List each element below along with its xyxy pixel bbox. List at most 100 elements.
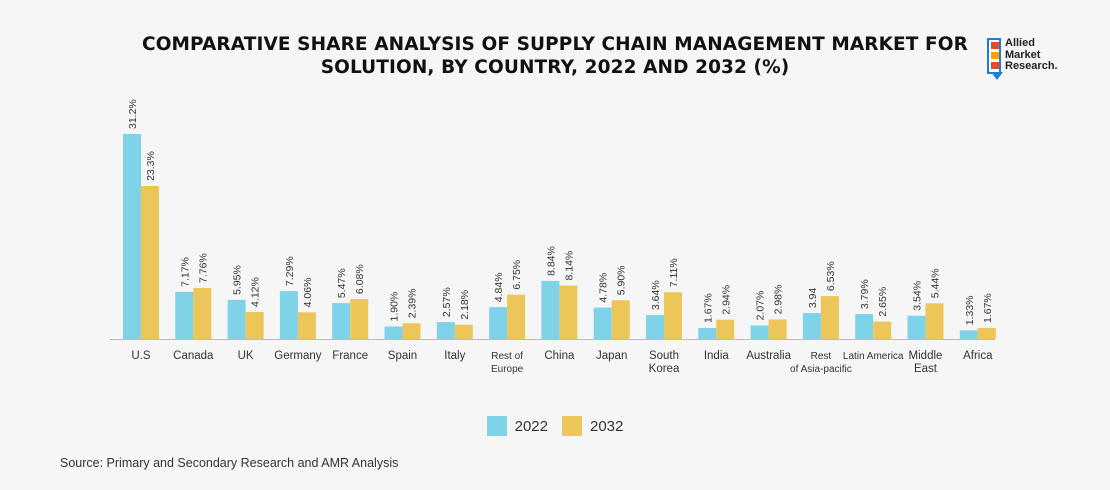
bar-2032-2 [245, 311, 264, 339]
data-label-2032-7: 6.75% [511, 260, 523, 290]
data-label-2032-1: 7.76% [197, 253, 209, 283]
data-label-2032-16: 1.67% [982, 293, 994, 323]
category-label-1-0: Canada [173, 350, 214, 362]
category-label-0-0: U.S [131, 350, 151, 362]
data-label-2032-2: 4.12% [250, 277, 262, 307]
category-label-3-0: Germany [274, 350, 322, 362]
source-note: Source: Primary and Secondary Research a… [60, 456, 399, 470]
category-label-7-1: Europe [491, 364, 524, 375]
bar-2032-9 [611, 300, 630, 339]
bar-2032-7 [507, 294, 526, 339]
category-label-15-0: Middle [909, 350, 943, 362]
logo-pointer-icon [991, 72, 1003, 80]
legend-label-2022: 2022 [514, 417, 548, 435]
data-label-2022-6: 2.57% [441, 287, 453, 317]
category-label-8-0: China [544, 350, 575, 362]
category-label-14-0: Latin America [843, 351, 904, 362]
logo-text: Allied Market Research. [1005, 37, 1058, 73]
legend-item-2022: 2022 [486, 416, 548, 436]
data-label-2022-8: 8.84% [545, 246, 557, 276]
data-label-2022-12: 2.07% [755, 291, 767, 321]
legend-swatch-2032 [562, 416, 582, 436]
bar-2022-2 [227, 299, 246, 339]
data-label-2022-14: 3.79% [859, 279, 871, 309]
bar-2032-15 [925, 303, 944, 339]
category-label-6-0: Italy [444, 350, 465, 362]
data-label-2022-0: 31.2% [127, 99, 139, 129]
data-label-2022-3: 7.29% [284, 256, 296, 286]
data-label-2032-5: 2.39% [407, 289, 419, 319]
category-label-15-1: East [914, 363, 938, 375]
data-label-2022-4: 5.47% [336, 268, 348, 298]
bar-2022-1 [175, 291, 194, 339]
data-label-2032-9: 5.90% [616, 265, 628, 295]
bar-2032-5 [402, 323, 421, 339]
bar-2032-1 [193, 288, 212, 339]
data-label-2022-10: 3.64% [650, 280, 662, 310]
chart-title-line-1: COMPARATIVE SHARE ANALYSIS OF SUPPLY CHA… [142, 34, 968, 55]
data-label-2022-1: 7.17% [179, 257, 191, 287]
category-label-4-0: France [332, 350, 368, 362]
bar-2032-10 [664, 292, 682, 339]
data-label-2032-4: 6.08% [354, 264, 366, 294]
category-label-10-0: South [649, 350, 679, 362]
category-label-16-0: Africa [963, 350, 993, 362]
bar-2032-8 [559, 285, 578, 339]
category-label-12-0: Australia [746, 350, 791, 362]
bar-2032-6 [454, 324, 473, 339]
bar-chart: 31.2% 23.3% U.S 7.17% 7.76% Canada 5.95% 4.12% U… [110, 99, 996, 375]
logo-line-2: Market [1005, 48, 1041, 61]
bar-2032-16 [977, 328, 996, 339]
data-label-2032-8: 8.14% [563, 251, 575, 281]
bar-2022-14 [855, 314, 874, 339]
company-logo: Allied Market Research. [987, 37, 1079, 84]
logo-line-3: Research. [1005, 60, 1058, 72]
bar-2032-11 [716, 319, 735, 339]
legend-item-2032: 2032 [562, 416, 623, 436]
data-label-2032-10: 7.11% [668, 258, 680, 287]
bar-2022-12 [750, 325, 769, 339]
bar-2022-8 [541, 280, 560, 339]
category-label-2-0: UK [238, 350, 254, 362]
bar-2022-5 [384, 326, 403, 339]
legend-label-2032: 2032 [590, 417, 624, 435]
data-label-2022-15: 3.54% [912, 281, 924, 311]
bar-2032-12 [768, 319, 787, 339]
category-label-7-0: Rest of [491, 351, 523, 362]
bar-2022-9 [593, 307, 612, 339]
chart-legend: 2022 2032 [0, 416, 1110, 436]
bar-2022-6 [436, 322, 455, 339]
bar-2022-0 [123, 134, 141, 339]
chart-title: COMPARATIVE SHARE ANALYSIS OF SUPPLY CHA… [140, 33, 970, 79]
category-label-10-1: Korea [649, 363, 680, 375]
bar-2022-3 [279, 291, 298, 339]
bar-2022-11 [698, 328, 717, 339]
bar-2022-10 [646, 315, 664, 339]
bar-2032-0 [141, 185, 159, 339]
data-label-2032-14: 2.65% [877, 287, 889, 317]
data-label-2032-11: 2.94% [720, 285, 732, 315]
chart-title-line-2: SOLUTION, BY COUNTRY, 2022 AND 2032 (%) [320, 57, 790, 78]
data-label-2022-9: 4.78% [598, 273, 610, 303]
bar-2032-3 [297, 312, 316, 339]
data-label-2032-12: 2.98% [773, 285, 785, 315]
data-label-2032-15: 5.44% [930, 268, 942, 298]
legend-swatch-2022 [486, 416, 507, 436]
bar-2032-13 [820, 296, 839, 339]
data-label-2022-11: 1.67% [702, 293, 714, 323]
data-label-2022-5: 1.90% [389, 292, 401, 322]
category-label-9-0: Japan [596, 350, 627, 362]
bar-2022-4 [332, 303, 351, 339]
data-label-2022-16: 1.33% [964, 295, 976, 325]
data-label-2032-13: 6.53% [825, 261, 837, 291]
bar-2022-7 [489, 307, 508, 339]
data-label-2032-0: 23.3% [145, 151, 157, 181]
bar-2032-14 [873, 321, 892, 339]
bar-2022-13 [802, 313, 821, 339]
data-label-2032-6: 2.18% [459, 290, 471, 320]
category-label-5-0: Spain [388, 350, 417, 362]
data-label-2022-13: 3.94 [807, 288, 819, 309]
data-label-2032-3: 4.06% [302, 278, 314, 308]
category-label-13-1: of Asia-pacific [790, 364, 852, 375]
data-label-2022-7: 4.84% [493, 272, 505, 302]
